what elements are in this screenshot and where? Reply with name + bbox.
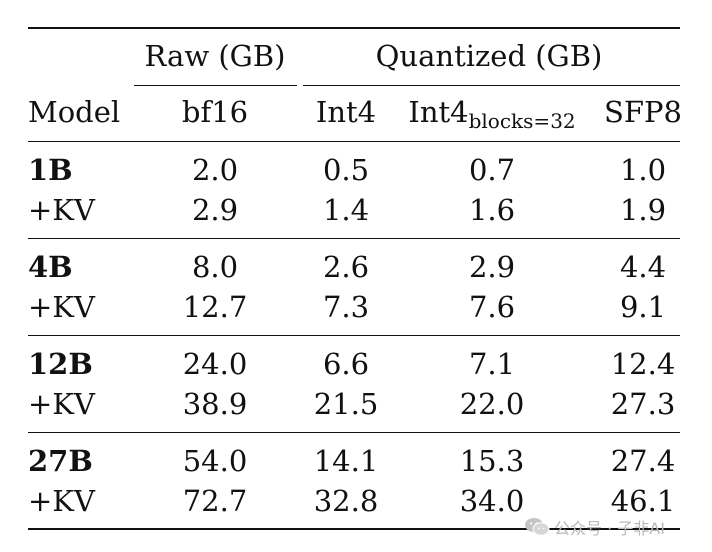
cell-12b-int4: 6.6 [322, 347, 370, 381]
cell-1b-int4-blocks: 0.7 [468, 153, 516, 187]
cell-4b-int4-blocks: 2.9 [468, 250, 516, 284]
cell-4b-kv-int4: 7.3 [322, 290, 370, 324]
cell-12b-int4-blocks: 7.1 [468, 347, 516, 381]
header-raw-group: Raw (GB) [144, 39, 286, 73]
top-rule [28, 27, 680, 29]
row-model-1b: 1B [28, 153, 73, 187]
header-int4-blocks-subscript: blocks=32 [468, 109, 576, 133]
header-int4: Int4 [315, 95, 377, 129]
cell-1b-int4: 0.5 [322, 153, 370, 187]
row-divider-1 [28, 238, 680, 239]
header-bf16: bf16 [181, 95, 249, 129]
header-int4-blocks: Int4blocks=32 [408, 95, 576, 133]
cell-27b-sfp8: 27.4 [610, 444, 676, 478]
watermark: 公众号 · 子非AI [524, 516, 665, 538]
cell-1b-bf16: 2.0 [191, 153, 239, 187]
cell-27b-kv-bf16: 72.7 [182, 484, 248, 518]
cell-12b-kv-bf16: 38.9 [182, 387, 248, 421]
row-model-4b: 4B [28, 250, 73, 284]
cell-4b-bf16: 8.0 [191, 250, 239, 284]
cell-4b-kv-sfp8: 9.1 [619, 290, 667, 324]
cell-12b-bf16: 24.0 [182, 347, 248, 381]
cell-27b-bf16: 54.0 [182, 444, 248, 478]
row-model-27b: 27B [28, 444, 93, 478]
row-divider-2 [28, 335, 680, 336]
bottom-rule [28, 528, 680, 530]
header-int4-blocks-main: Int4 [408, 95, 469, 129]
cell-12b-kv-sfp8: 27.3 [610, 387, 676, 421]
header-rule [28, 141, 680, 142]
cell-4b-kv-bf16: 12.7 [182, 290, 248, 324]
raw-group-rule [134, 85, 297, 86]
cell-27b-kv-int4: 32.8 [313, 484, 379, 518]
header-model: Model [28, 95, 121, 129]
cell-1b-sfp8: 1.0 [619, 153, 667, 187]
wechat-icon [525, 518, 550, 536]
cell-27b-kv-sfp8: 46.1 [610, 484, 676, 518]
cell-27b-int4: 14.1 [313, 444, 379, 478]
row-model-12b: 12B [28, 347, 93, 381]
header-quantized-group: Quantized (GB) [375, 39, 603, 73]
cell-27b-int4-blocks: 15.3 [459, 444, 525, 478]
cell-1b-kv-bf16: 2.9 [191, 193, 239, 227]
cell-4b-int4: 2.6 [322, 250, 370, 284]
row-divider-3 [28, 432, 680, 433]
cell-12b-sfp8: 12.4 [610, 347, 676, 381]
cell-4b-sfp8: 4.4 [619, 250, 667, 284]
watermark-text: 公众号 · 子非AI [554, 519, 665, 538]
header-sfp8: SFP8 [604, 95, 682, 129]
row-kv-1b: +KV [28, 193, 95, 227]
row-kv-12b: +KV [28, 387, 95, 421]
cell-1b-kv-int4-blocks: 1.6 [468, 193, 516, 227]
quantized-group-rule [303, 85, 680, 86]
cell-1b-kv-sfp8: 1.9 [619, 193, 667, 227]
cell-12b-kv-int4: 21.5 [313, 387, 379, 421]
cell-12b-kv-int4-blocks: 22.0 [459, 387, 525, 421]
cell-1b-kv-int4: 1.4 [322, 193, 370, 227]
row-kv-4b: +KV [28, 290, 95, 324]
cell-4b-kv-int4-blocks: 7.6 [468, 290, 516, 324]
cell-27b-kv-int4-blocks: 34.0 [459, 484, 525, 518]
row-kv-27b: +KV [28, 484, 95, 518]
